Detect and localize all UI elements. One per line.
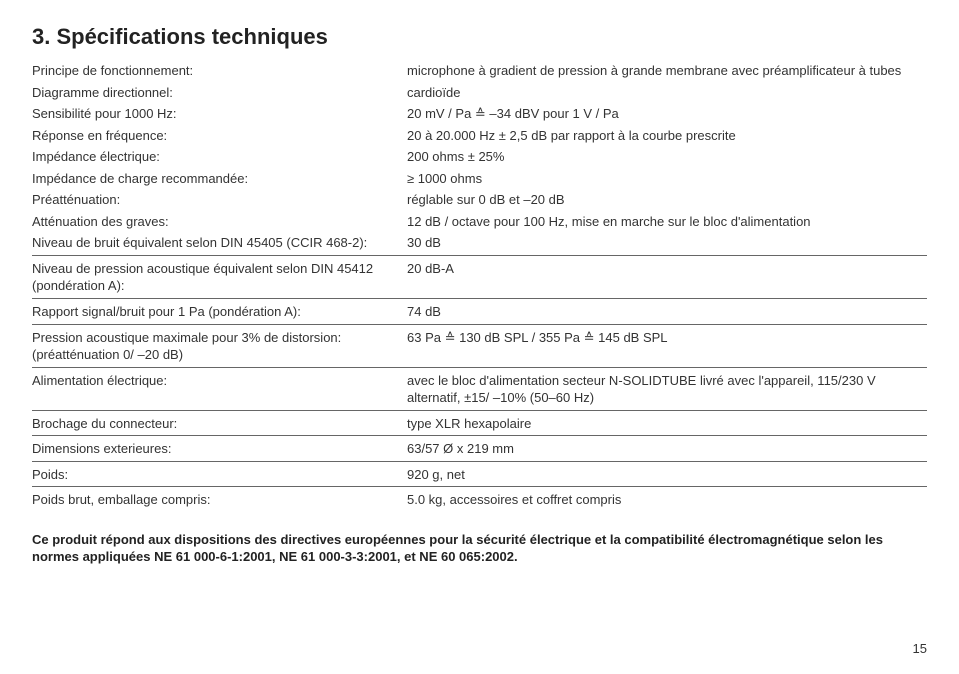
spec-value: 12 dB / octave pour 100 Hz, mise en marc… — [407, 211, 927, 233]
spec-value: type XLR hexapolaire — [407, 410, 927, 436]
spec-label: Rapport signal/bruit pour 1 Pa (pondérat… — [32, 299, 407, 325]
spec-label: Brochage du connecteur: — [32, 410, 407, 436]
spec-value: 20 mV / Pa ≙ –34 dBV pour 1 V / Pa — [407, 103, 927, 125]
spec-value: 63 Pa ≙ 130 dB SPL / 355 Pa ≙ 145 dB SPL — [407, 324, 927, 367]
spec-label: Poids brut, emballage compris: — [32, 487, 407, 511]
spec-label: Diagramme directionnel: — [32, 82, 407, 104]
spec-value: 20 dB-A — [407, 255, 927, 298]
compliance-note: Ce produit répond aux dispositions des d… — [32, 531, 927, 566]
spec-value: 30 dB — [407, 232, 927, 255]
spec-label: Impédance électrique: — [32, 146, 407, 168]
spec-value: ≥ 1000 ohms — [407, 168, 927, 190]
spec-value: 5.0 kg, accessoires et coffret compris — [407, 487, 927, 511]
spec-label: Sensibilité pour 1000 Hz: — [32, 103, 407, 125]
spec-label: Niveau de pression acoustique équivalent… — [32, 255, 407, 298]
spec-label: Atténuation des graves: — [32, 211, 407, 233]
spec-value: 200 ohms ± 25% — [407, 146, 927, 168]
spec-label: Alimentation électrique: — [32, 367, 407, 410]
spec-label: Pression acoustique maximale pour 3% de … — [32, 324, 407, 367]
section-title: 3. Spécifications techniques — [32, 24, 927, 50]
spec-label: Dimensions exterieures: — [32, 436, 407, 462]
spec-label: Réponse en fréquence: — [32, 125, 407, 147]
spec-table: Principe de fonctionnement:microphone à … — [32, 60, 927, 511]
spec-value: réglable sur 0 dB et –20 dB — [407, 189, 927, 211]
spec-value: 74 dB — [407, 299, 927, 325]
spec-value: 63/57 Ø x 219 mm — [407, 436, 927, 462]
spec-value: avec le bloc d'alimentation secteur N-SO… — [407, 367, 927, 410]
spec-label: Impédance de charge recommandée: — [32, 168, 407, 190]
spec-label: Niveau de bruit équivalent selon DIN 454… — [32, 232, 407, 255]
spec-value: microphone à gradient de pression à gran… — [407, 60, 927, 82]
spec-value: 20 à 20.000 Hz ± 2,5 dB par rapport à la… — [407, 125, 927, 147]
page-number: 15 — [913, 641, 927, 656]
spec-label: Principe de fonctionnement: — [32, 60, 407, 82]
spec-value: 920 g, net — [407, 461, 927, 487]
spec-label: Poids: — [32, 461, 407, 487]
spec-value: cardioïde — [407, 82, 927, 104]
spec-label: Préatténuation: — [32, 189, 407, 211]
